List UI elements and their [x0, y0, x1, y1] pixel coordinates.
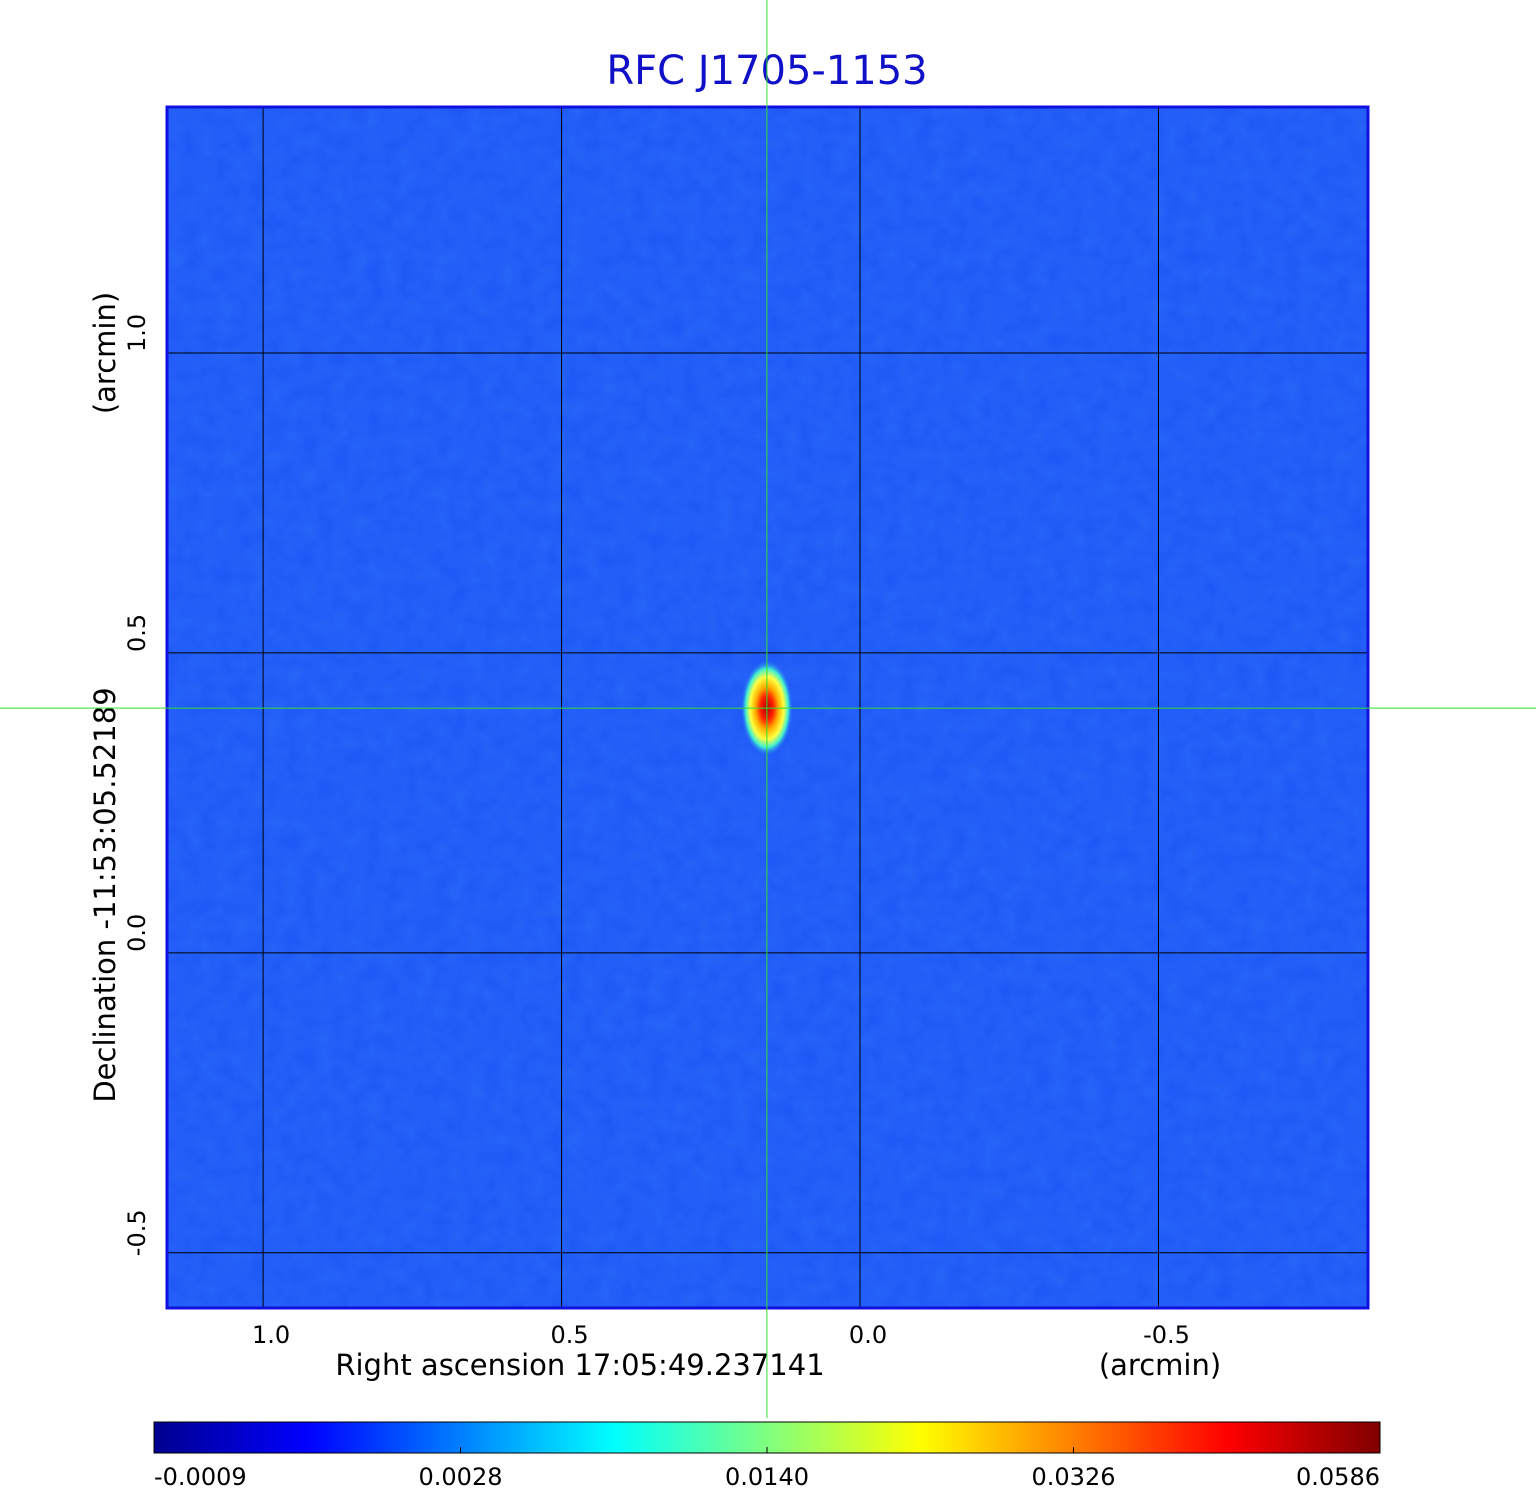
y-tick-label: 0.0: [123, 914, 151, 952]
colorbar-tick-label: -0.0009: [154, 1463, 247, 1491]
plot-border: [165, 105, 1370, 1310]
x-tick-label: 0.0: [849, 1321, 887, 1349]
x-axis-unit: (arcmin): [1099, 1348, 1221, 1382]
colorbar-tick-label: 0.0140: [725, 1463, 809, 1491]
x-axis-label: Right ascension 17:05:49.237141: [335, 1348, 824, 1382]
y-axis-unit: (arcmin): [88, 292, 122, 414]
y-tick-label: 0.5: [123, 614, 151, 652]
colorbar-tick-label: 0.0028: [419, 1463, 503, 1491]
colorbar-tick-label: 0.0326: [1032, 1463, 1116, 1491]
x-tick-label: 1.0: [252, 1321, 290, 1349]
x-tick-label: 0.5: [550, 1321, 588, 1349]
x-tick-label: -0.5: [1143, 1321, 1190, 1349]
y-tick-label: -0.5: [123, 1209, 151, 1256]
y-tick-label: 1.0: [123, 314, 151, 352]
y-axis-label: Declination -11:53:05.52189: [88, 687, 122, 1102]
colorbar-tick-label: 0.0586: [1296, 1463, 1380, 1491]
